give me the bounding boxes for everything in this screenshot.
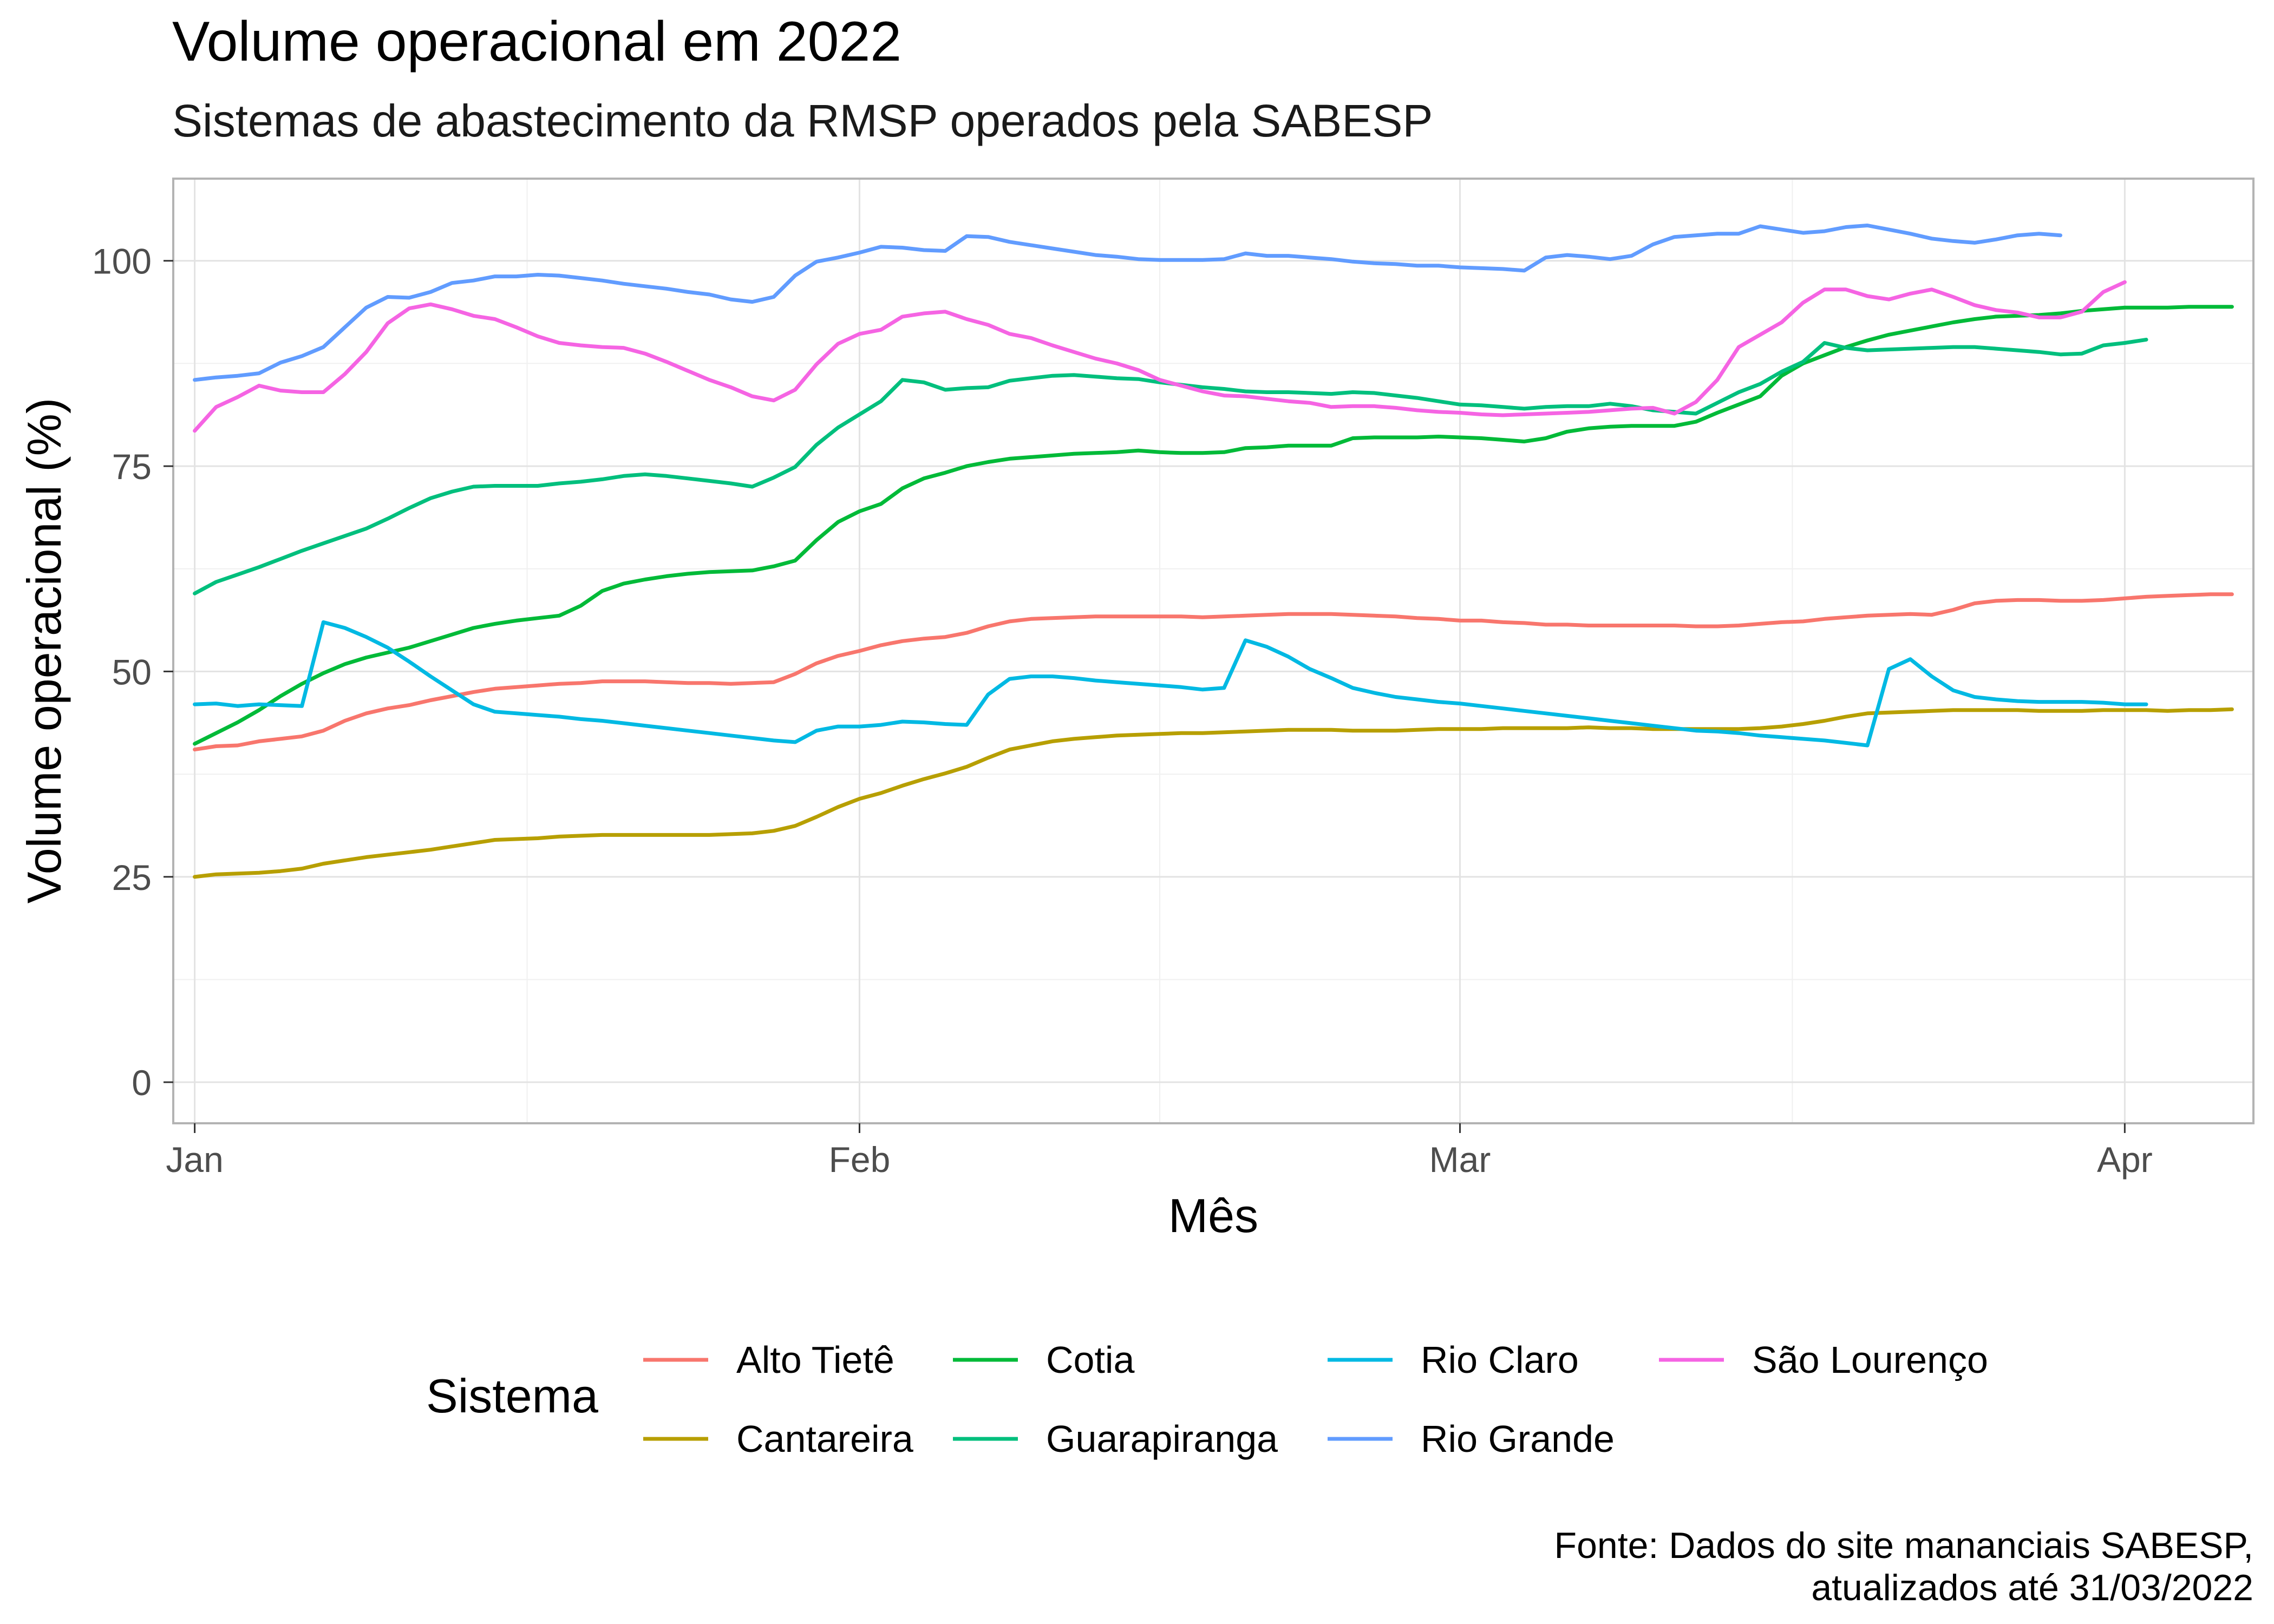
y-tick-label: 50 <box>112 652 152 692</box>
y-tick-label: 75 <box>112 447 152 487</box>
major-gridlines <box>173 179 2253 1123</box>
legend-label: Rio Claro <box>1421 1339 1579 1381</box>
y-tick-label: 25 <box>112 857 152 898</box>
y-axis-title: Volume operacional (%) <box>17 398 71 903</box>
series-line-cotia <box>193 305 2234 746</box>
caption-line-2: atualizados até 31/03/2022 <box>1811 1567 2253 1608</box>
caption-line-1: Fonte: Dados do site mananciais SABESP, <box>1554 1525 2253 1566</box>
y-tick-label: 100 <box>92 241 152 281</box>
x-tick-label: Feb <box>829 1140 891 1180</box>
series-line-sao-lourenco <box>193 280 2127 433</box>
x-tick-label: Mar <box>1429 1140 1491 1180</box>
series-lines <box>193 224 2234 879</box>
legend-label: São Lourenço <box>1752 1339 1988 1381</box>
legend: Alto Tietê Cantareira Cotia Guarapiranga Rio… <box>643 1339 1988 1460</box>
legend-label: Cantareira <box>736 1418 913 1460</box>
x-axis-ticks: Jan Feb Mar Apr <box>166 1123 2153 1180</box>
series-line-cantareira <box>193 707 2234 879</box>
legend-label: Rio Grande <box>1421 1418 1615 1460</box>
chart-subtitle: Sistemas de abastecimento da RMSP operad… <box>172 95 1433 146</box>
x-tick-label: Apr <box>2097 1140 2153 1180</box>
series-line-rio-claro <box>193 620 2148 748</box>
legend-label: Guarapiranga <box>1046 1418 1278 1460</box>
series-line-rio-grande <box>193 224 2062 382</box>
x-tick-label: Jan <box>166 1140 223 1180</box>
minor-gridlines <box>173 179 2253 1123</box>
y-axis-ticks: 0 25 50 75 100 <box>92 241 173 1103</box>
x-axis-title: Mês <box>1168 1189 1258 1242</box>
y-tick-label: 0 <box>132 1063 152 1103</box>
legend-title: Sistema <box>426 1369 598 1423</box>
chart-title: Volume operacional em 2022 <box>172 10 901 73</box>
plot-panel-border <box>172 178 2255 1124</box>
legend-label: Cotia <box>1046 1339 1134 1381</box>
series-line-alto-tiete <box>193 592 2234 752</box>
legend-label: Alto Tietê <box>736 1339 894 1381</box>
